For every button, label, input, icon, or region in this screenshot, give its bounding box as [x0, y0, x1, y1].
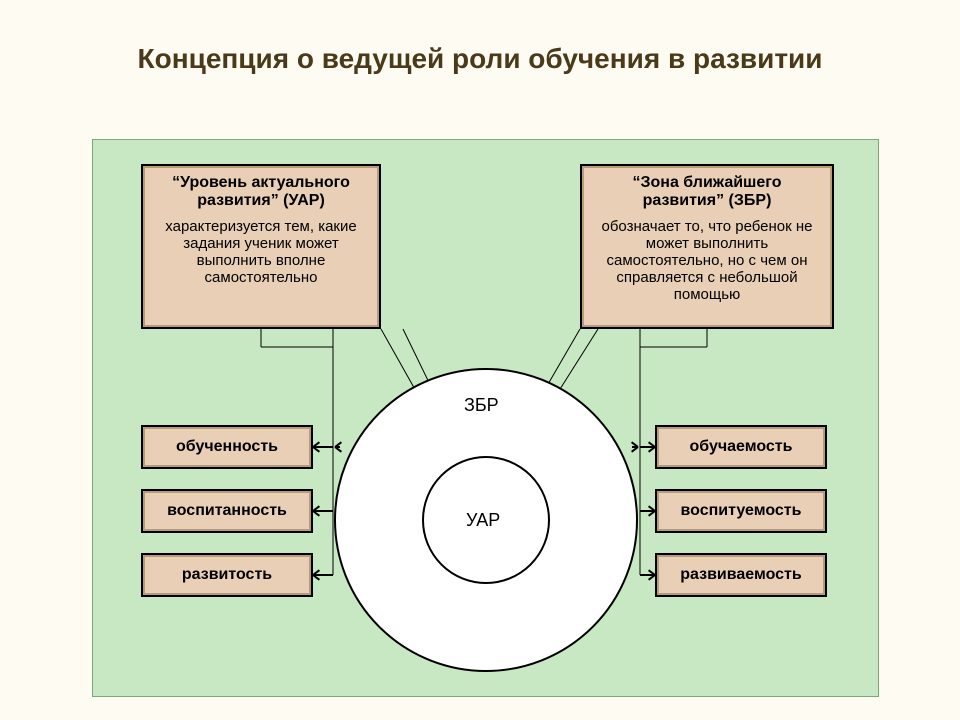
slide: Концепция о ведущей роли обучения в разв…: [0, 0, 960, 720]
circle-label-zbr: ЗБР: [464, 395, 499, 416]
attribute-box-left-1: воспитанность: [141, 489, 313, 533]
attribute-box-right-1: воспитуемость: [655, 489, 827, 533]
attribute-box-right-2: развиваемость: [655, 553, 827, 597]
concept-title-uar: “Уровень актуального развития” (УАР): [153, 174, 369, 210]
attribute-box-left-0: обученность: [141, 425, 313, 469]
attribute-box-left-2: развитость: [141, 553, 313, 597]
slide-title: Концепция о ведущей роли обучения в разв…: [0, 42, 960, 76]
concept-body-zbr: обозначает то, что ребенок не может выпо…: [602, 218, 813, 303]
concept-box-zbr: “Зона ближайшего развития” (ЗБР) обознач…: [580, 164, 834, 329]
circle-label-uar: УАР: [466, 510, 500, 531]
concept-body-uar: характеризуется тем, какие задания учени…: [165, 218, 356, 286]
attribute-box-right-0: обучаемость: [655, 425, 827, 469]
concept-box-uar: “Уровень актуального развития” (УАР) хар…: [141, 164, 381, 329]
concept-title-zbr: “Зона ближайшего развития” (ЗБР): [592, 174, 822, 210]
